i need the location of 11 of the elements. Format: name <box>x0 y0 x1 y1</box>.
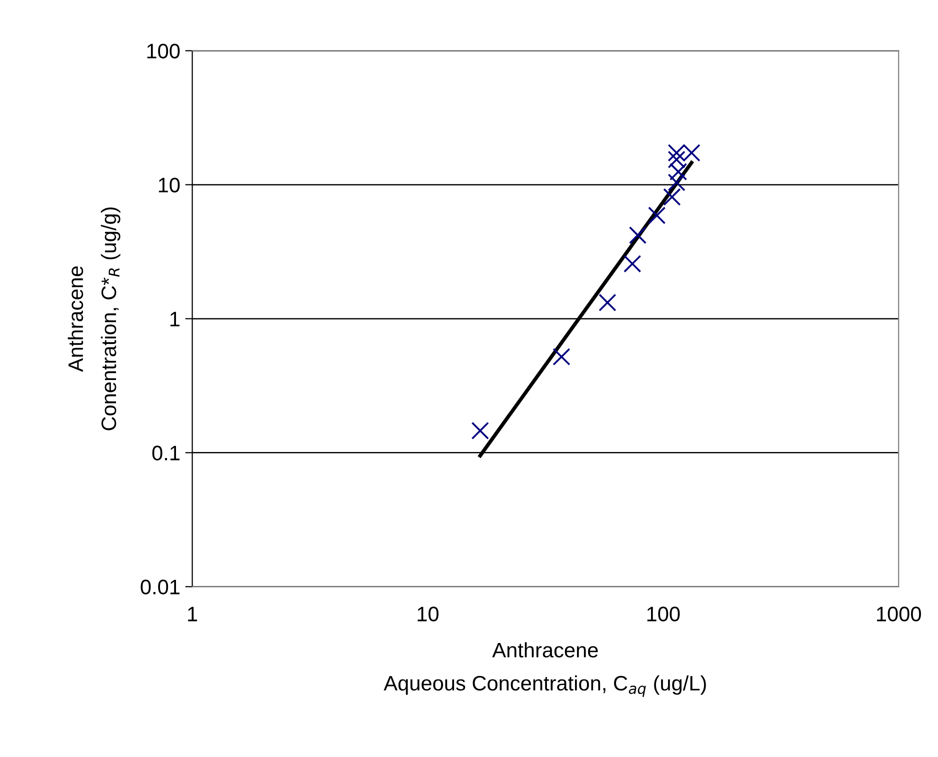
y-tick-label: 100 <box>147 44 180 58</box>
x-tick-label: 1 <box>188 606 198 622</box>
x-axis-title: Anthracene Aqueous Concentration, C$_{aq}$ (ug/L) <box>384 642 706 697</box>
y-tick-label: 10 <box>158 178 180 192</box>
x-tick-label: 10 <box>418 606 438 622</box>
x-tick-label: 100 <box>647 606 680 622</box>
y-tick-label: 1 <box>170 312 180 326</box>
y-axis-title: Anthracene Conentration, C*$_{R}$ (ug/g) <box>68 207 120 430</box>
x-tick-label: 1000 <box>877 606 921 622</box>
y-tick-label: 0.1 <box>152 446 180 460</box>
y-tick-label: 0.01 <box>140 580 180 594</box>
